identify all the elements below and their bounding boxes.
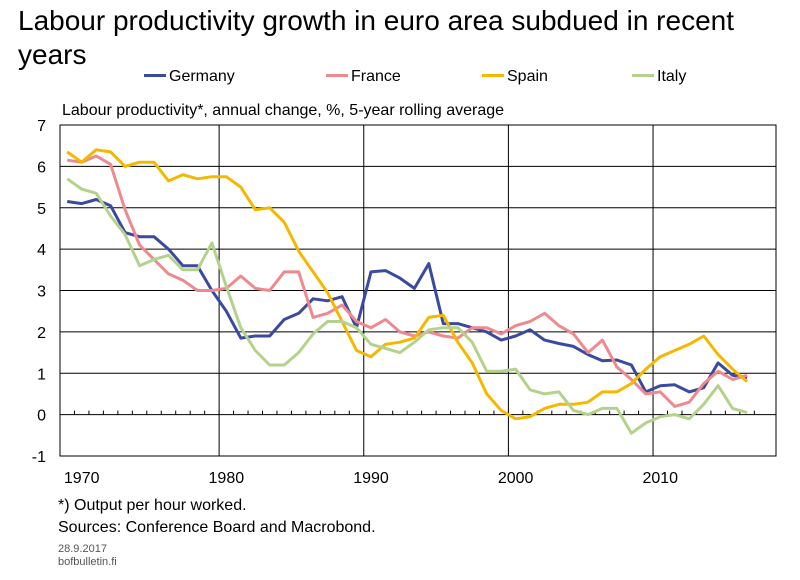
y-tick-label: 6	[37, 159, 46, 176]
series-line-spain	[66, 148, 749, 421]
series-line-italy	[66, 177, 748, 435]
y-tick-label: -1	[32, 449, 46, 466]
site-name: bofbulletin.fi	[58, 556, 117, 568]
x-tick-label: 2010	[642, 470, 678, 487]
legend-item-italy: Italy	[632, 66, 686, 88]
y-tick-label: 4	[37, 242, 46, 259]
date-stamp: 28.9.2017	[58, 543, 107, 555]
legend-swatch-italy	[632, 74, 654, 78]
x-tick-label: 1990	[353, 470, 389, 487]
legend-swatch-france	[326, 74, 348, 78]
footnote: *) Output per hour worked.	[58, 497, 247, 514]
x-tick-label: 1970	[64, 470, 100, 487]
y-tick-label: 5	[37, 201, 46, 218]
legend-item-spain: Spain	[482, 66, 548, 88]
y-tick-label: 2	[37, 325, 46, 342]
legend-item-france: France	[326, 66, 401, 88]
legend-label-germany: Germany	[169, 68, 235, 85]
y-tick-label: 1	[37, 366, 46, 383]
legend-item-germany: Germany	[144, 66, 235, 88]
chart-subtitle: Labour productivity*, annual change, %, …	[62, 102, 505, 119]
y-tick-label: 3	[37, 284, 46, 301]
legend-swatch-spain	[482, 74, 504, 78]
legend-label-spain: Spain	[507, 68, 548, 85]
legend-label-france: France	[351, 68, 401, 85]
legend-label-italy: Italy	[657, 68, 687, 85]
y-tick-label: 7	[37, 118, 46, 135]
x-tick-label: 1980	[209, 470, 245, 487]
series-line-germany	[66, 198, 748, 394]
legend-swatch-germany	[144, 74, 166, 78]
legend: Germany France Spain Italy	[0, 66, 800, 88]
sources: Sources: Conference Board and Macrobond.	[58, 519, 376, 536]
y-tick-label: 0	[37, 408, 46, 425]
x-tick-label: 2000	[498, 470, 534, 487]
chart-title: Labour productivity growth in euro area …	[18, 5, 734, 70]
